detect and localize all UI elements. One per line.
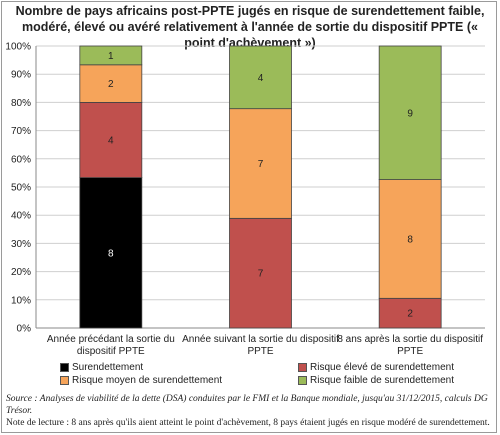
y-tick-label: 90%	[11, 70, 31, 81]
x-category-label: Année suivant la sortie du dispositif	[182, 334, 339, 345]
legend-label-risque-moyen: Risque moyen de surendettement	[72, 375, 223, 386]
legend-item-risque-eleve: Risque élevé de surendettement	[298, 362, 454, 373]
x-category-label: 8 ans après la sortie du dispositif	[337, 334, 483, 345]
y-tick-label: 40%	[11, 211, 31, 222]
bar-risque-faible-2	[229, 45, 292, 110]
bar-risque-faible-1	[79, 45, 143, 66]
bar-surendettement-1	[79, 177, 143, 329]
data-label-risque-moyen-3: 8	[407, 234, 413, 245]
bar-risque-moyen-2	[229, 108, 292, 219]
legend-swatch-surendettement	[60, 363, 69, 372]
legend-item-surendettement: Surendettement	[60, 362, 143, 373]
y-tick-label: 20%	[11, 267, 31, 278]
bar-risque-eleve-3	[378, 297, 442, 329]
bar-risque-faible-3	[378, 45, 442, 180]
x-category-label: PPTE	[397, 346, 423, 357]
legend-item-risque-faible: Risque faible de surendettement	[298, 375, 454, 386]
chart-title: Nombre de pays africains post-PPTE jugés…	[15, 4, 485, 50]
data-label-risque-eleve-1: 4	[108, 136, 114, 147]
y-tick-label: 30%	[11, 239, 31, 250]
x-category-label: dispositif PPTE	[77, 346, 145, 357]
data-label-risque-eleve-3: 2	[407, 309, 413, 320]
bar-risque-moyen-3	[378, 179, 442, 299]
data-label-risque-faible-1: 1	[108, 51, 114, 62]
data-label-surendettement-1: 8	[108, 248, 114, 259]
reading-note: Note de lecture : 8 ans après qu'ils aie…	[6, 418, 490, 428]
legend-label-risque-eleve: Risque élevé de surendettement	[310, 362, 454, 373]
y-tick-label: 100%	[5, 42, 31, 53]
y-tick-label: 70%	[11, 126, 31, 137]
source-note: Source : Analyses de viabilité de la det…	[6, 393, 494, 429]
source-text: Source : Analyses de viabilité de la det…	[6, 394, 488, 416]
data-label-risque-moyen-1: 2	[108, 79, 114, 90]
data-label-risque-moyen-2: 7	[258, 159, 264, 170]
y-tick-label: 0%	[17, 324, 32, 335]
y-tick-label: 50%	[11, 183, 31, 194]
data-label-risque-eleve-2: 7	[258, 269, 264, 280]
bar-risque-moyen-1	[79, 64, 143, 103]
x-category-label: PPTE	[247, 346, 273, 357]
x-category-label: Année précédant la sortie du	[47, 334, 175, 345]
data-label-risque-faible-2: 4	[258, 73, 264, 84]
y-tick-label: 10%	[11, 295, 31, 306]
legend-swatch-risque-eleve	[298, 363, 307, 372]
legend-label-risque-faible: Risque faible de surendettement	[310, 375, 454, 386]
y-tick-label: 60%	[11, 154, 31, 165]
legend-swatch-risque-moyen	[60, 376, 69, 385]
bar-risque-eleve-1	[79, 102, 143, 178]
bar-risque-eleve-2	[229, 217, 292, 329]
legend-item-risque-moyen: Risque moyen de surendettement	[60, 375, 222, 386]
legend-label-surendettement: Surendettement	[72, 362, 144, 373]
legend-swatch-risque-faible	[298, 376, 307, 385]
y-tick-label: 80%	[11, 98, 31, 109]
data-label-risque-faible-3: 9	[407, 108, 413, 119]
